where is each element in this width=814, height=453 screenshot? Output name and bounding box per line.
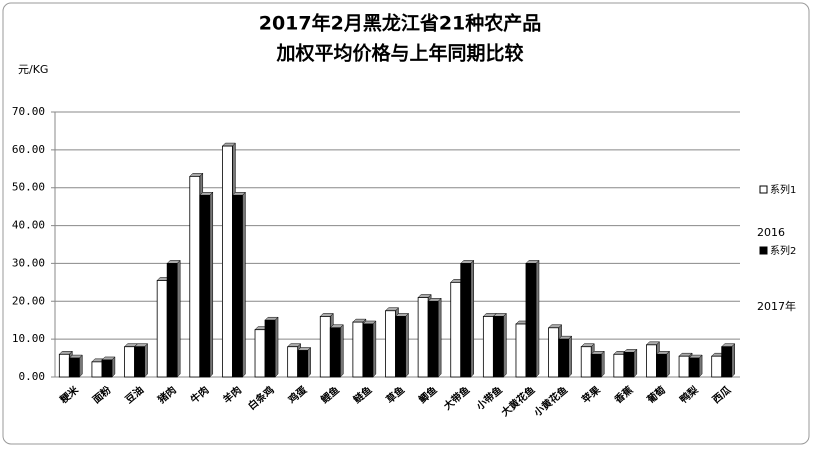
bar — [319, 316, 331, 378]
bar — [492, 316, 504, 378]
legend-note: 2017年 — [757, 299, 796, 313]
bar-side — [79, 354, 83, 378]
bar — [548, 327, 559, 378]
bar-side — [209, 191, 214, 378]
bar-side — [666, 350, 670, 378]
bar — [91, 361, 103, 378]
bar — [427, 300, 439, 378]
bar — [515, 323, 527, 378]
bar-side — [340, 324, 344, 378]
bar — [134, 346, 145, 378]
legend-swatch — [759, 185, 768, 194]
y-tick-label: 30.00 — [12, 256, 45, 269]
y-tick-label: 70.00 — [12, 105, 45, 118]
bar — [417, 297, 429, 378]
bar-side — [568, 335, 572, 378]
bar — [721, 346, 733, 378]
bar-side — [633, 348, 638, 378]
bar-side — [698, 354, 703, 378]
bar — [558, 338, 569, 378]
bar-side — [503, 312, 507, 378]
bar — [711, 355, 723, 378]
chart-subtitle: 加权平均价格与上年同期比较 — [275, 42, 523, 65]
bar — [460, 263, 472, 378]
bar-side — [437, 297, 442, 378]
y-tick-label: 40.00 — [12, 219, 45, 232]
bar — [297, 350, 309, 378]
bar-side — [242, 191, 246, 378]
bar — [362, 323, 374, 378]
bar — [329, 327, 341, 378]
bar — [287, 346, 299, 378]
bar-side — [600, 350, 605, 378]
bar — [623, 351, 635, 378]
bar — [450, 281, 462, 378]
bar-side — [535, 259, 540, 378]
bar — [656, 353, 667, 378]
bar-side — [405, 312, 409, 378]
bar — [254, 329, 266, 378]
bar — [482, 316, 494, 378]
bar — [352, 321, 364, 378]
bar — [385, 310, 396, 378]
y-tick-label: 20.00 — [12, 294, 45, 307]
bar — [156, 280, 168, 378]
y-tick-label: 50.00 — [12, 181, 45, 194]
bar-side — [731, 343, 735, 378]
bar-side — [470, 259, 474, 378]
legend-label: 系列1 — [770, 183, 796, 196]
legend-note: 2016 — [757, 226, 785, 239]
bar — [264, 319, 276, 378]
bar — [58, 353, 70, 378]
bar — [580, 346, 592, 378]
legend-swatch — [759, 246, 768, 255]
bar — [232, 194, 243, 378]
bar — [101, 359, 113, 378]
bar — [613, 353, 625, 378]
bar-side — [372, 320, 377, 378]
bar — [222, 145, 233, 378]
bar — [590, 353, 602, 378]
y-tick-label: 60.00 — [12, 143, 45, 156]
y-tick-label: 0.00 — [19, 370, 46, 383]
chart-frame — [2, 2, 810, 445]
bar-side — [176, 259, 181, 378]
bar-side — [274, 316, 279, 378]
bar — [525, 263, 537, 378]
bar-side — [111, 356, 116, 378]
bar — [688, 357, 700, 378]
bar-side — [307, 346, 311, 378]
bar — [646, 344, 657, 378]
bar — [395, 316, 406, 378]
bar — [68, 357, 80, 378]
y-axis-label: 元/KG — [18, 63, 48, 76]
bar — [124, 346, 135, 378]
y-tick-label: 10.00 — [12, 332, 45, 345]
bar — [199, 194, 211, 378]
legend-label: 系列2 — [770, 244, 796, 257]
bar — [166, 263, 178, 378]
bar-side — [144, 343, 148, 378]
bar — [189, 175, 201, 378]
bar — [678, 355, 690, 378]
chart-title: 2017年2月黑龙江省21种农产品 — [259, 12, 542, 35]
